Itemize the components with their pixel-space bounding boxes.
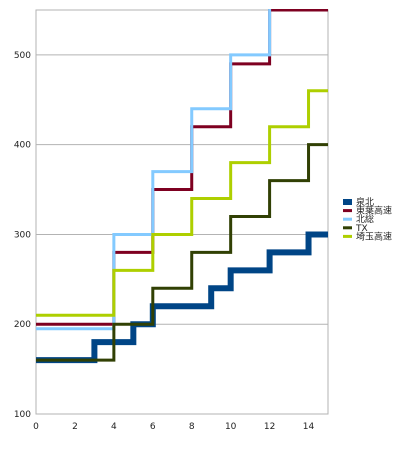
x-tick-label: 10 xyxy=(225,422,237,432)
legend-swatch-1 xyxy=(343,209,352,213)
x-tick-label: 14 xyxy=(303,422,315,432)
x-tick-label: 12 xyxy=(264,422,275,432)
plot-area-border xyxy=(35,9,329,415)
x-tick-label: 8 xyxy=(189,422,195,432)
legend-swatch-0 xyxy=(343,199,352,205)
series-line-3 xyxy=(36,143,328,362)
series-line-2 xyxy=(36,9,272,331)
x-tick-label: 0 xyxy=(33,422,39,432)
legend-swatch-4 xyxy=(343,234,352,238)
x-tick-label: 6 xyxy=(150,422,156,432)
legend-label-2: 北総 xyxy=(356,213,374,225)
y-axis-ticks: 100 200 300 400 500 xyxy=(14,51,31,420)
plot-series xyxy=(36,9,328,364)
y-tick-label: 500 xyxy=(14,51,31,61)
legend-label-1: 東葉高速 xyxy=(356,205,392,217)
y-tick-label: 200 xyxy=(14,320,31,330)
y-tick-label: 300 xyxy=(14,230,31,240)
series-line-4 xyxy=(36,89,328,317)
legend-label-4: 埼玉高速 xyxy=(356,230,392,242)
y-tick-label: 400 xyxy=(14,141,31,151)
y-tick-label: 100 xyxy=(14,410,31,420)
x-axis-ticks: 0 2 4 6 8 10 12 14 xyxy=(33,422,314,432)
series-group xyxy=(36,9,328,364)
x-tick-label: 4 xyxy=(111,422,117,432)
legend-label-3: TX xyxy=(355,224,368,234)
legend-swatch-3 xyxy=(343,226,352,230)
x-tick-label: 2 xyxy=(72,422,78,432)
gridlines xyxy=(36,54,328,325)
legend-swatch-2 xyxy=(343,217,352,221)
legend-label-0: 泉北 xyxy=(356,196,374,208)
